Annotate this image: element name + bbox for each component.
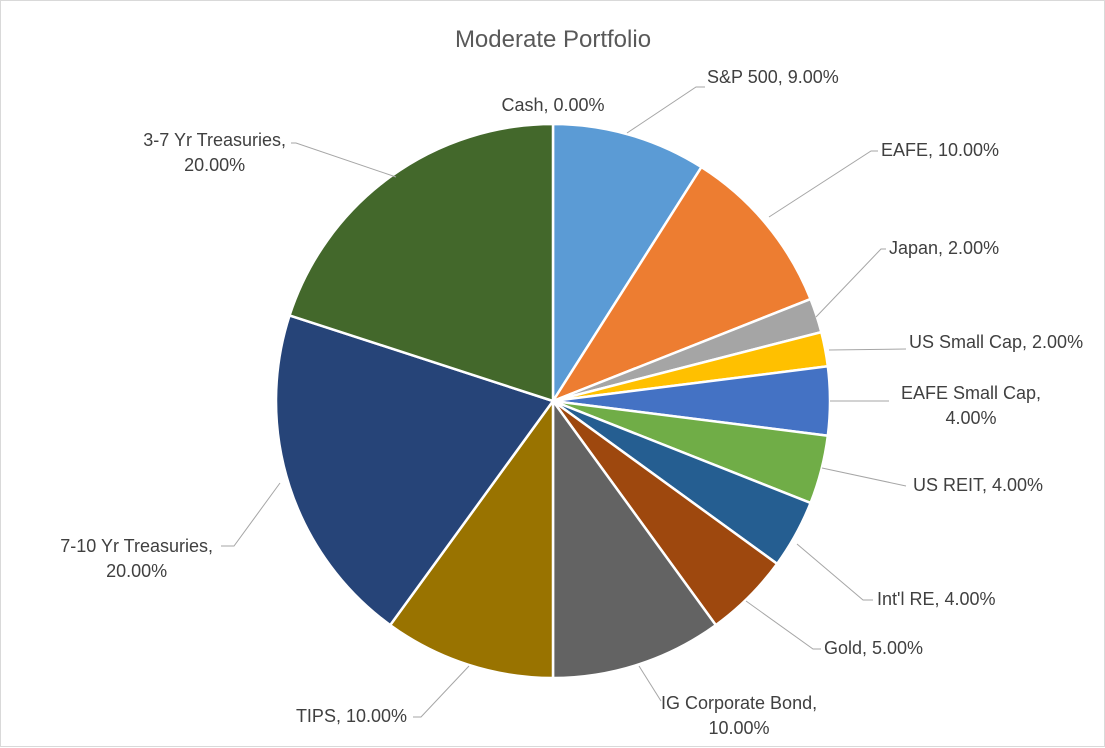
leader-line-eafe [768, 150, 878, 218]
leader-line-gold [745, 600, 821, 650]
leader-line-japan [815, 248, 886, 318]
data-label-eafe-small-cap: EAFE Small Cap, 4.00% [901, 383, 1041, 428]
pie-slice-eafe [549, 165, 813, 404]
data-labels: Cash, 0.00% S&P 500, 9.00% EAFE, 10.00% Jap… [60, 67, 1083, 738]
data-label-tips: TIPS, 10.00% [296, 706, 407, 726]
leader-line-tips [413, 665, 470, 718]
data-label-us-reit: US REIT, 4.00% [913, 475, 1043, 495]
leader-line-int-l-re [796, 543, 873, 601]
pie-slice-ig-corporate-bond [551, 397, 718, 680]
leader-line-3-7-yr-treasuries [291, 142, 397, 178]
data-label-3-7-yr-treasuries: 3-7 Yr Treasuries, 20.00% [143, 130, 286, 175]
pie-slice-tips [388, 397, 555, 680]
data-label-eafe: EAFE, 10.00% [881, 140, 999, 160]
data-label-us-small-cap: US Small Cap, 2.00% [909, 332, 1083, 352]
leader-line-us-small-cap [828, 348, 907, 351]
pie-slice-3-7-yr-treasuries [287, 122, 555, 403]
data-label-s-p-500: S&P 500, 9.00% [707, 67, 839, 87]
chart-title: Moderate Portfolio [455, 26, 651, 53]
pie-slice-7-10-yr-treasuries [274, 313, 556, 627]
data-label-7-10-yr-treasuries: 7-10 Yr Treasuries, 20.00% [60, 536, 213, 581]
data-label-japan: Japan, 2.00% [889, 238, 999, 258]
leader-line-7-10-yr-treasuries [221, 482, 281, 547]
leader-lines [221, 86, 907, 718]
pie-slice-s-p-500 [551, 122, 704, 406]
leader-line-us-reit [821, 467, 907, 487]
data-label-int-l-re: Int'l RE, 4.00% [877, 589, 996, 609]
leader-line-ig-corporate-bond [638, 665, 662, 702]
data-label-cash: Cash, 0.00% [501, 95, 604, 115]
data-label-ig-corporate-bond: IG Corporate Bond, 10.00% [661, 693, 817, 738]
leader-line-s-p-500 [626, 86, 705, 134]
data-label-gold: Gold, 5.00% [824, 638, 923, 658]
pie-slices [274, 122, 832, 680]
